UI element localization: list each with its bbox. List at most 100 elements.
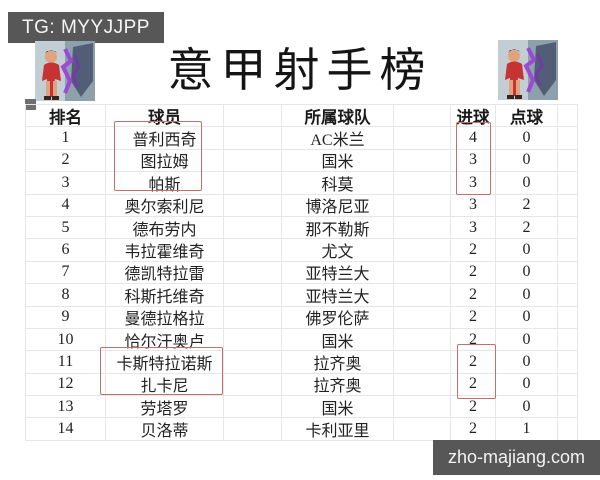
header-spacer-cell bbox=[224, 105, 282, 128]
spacer-cell bbox=[558, 373, 578, 397]
spacer-cell bbox=[224, 396, 282, 419]
penalties-cell: 0 bbox=[496, 306, 558, 329]
team-cell: 拉齐奥 bbox=[282, 351, 394, 374]
spacer-cell bbox=[394, 127, 451, 150]
spacer-cell bbox=[558, 351, 578, 374]
spacer-cell bbox=[558, 172, 578, 195]
spacer-cell bbox=[558, 127, 578, 150]
penalties-cell: 0 bbox=[496, 172, 558, 195]
spacer-cell bbox=[394, 418, 451, 441]
goals-cell: 2 bbox=[451, 373, 496, 397]
spacer-cell bbox=[394, 261, 451, 285]
spacer-cell bbox=[558, 239, 578, 262]
telegram-badge: TG: MYYJJPP bbox=[8, 12, 164, 43]
team-cell: 国米 bbox=[282, 149, 394, 173]
spacer-cell bbox=[394, 284, 451, 307]
penalties-cell: 0 bbox=[496, 373, 558, 397]
penalties-cell: 0 bbox=[496, 284, 558, 307]
spacer-cell bbox=[394, 149, 451, 173]
penalties-cell: 0 bbox=[496, 127, 558, 150]
rank-cell: 9 bbox=[26, 306, 106, 329]
basketball-players-avatar-icon bbox=[498, 40, 558, 100]
penalties-cell: 0 bbox=[496, 396, 558, 419]
watermark-badge: zho-majiang.com bbox=[433, 440, 600, 475]
spacer-cell bbox=[558, 418, 578, 441]
header-spacer-cell bbox=[394, 105, 451, 128]
penalties-cell: 0 bbox=[496, 351, 558, 374]
spacer-cell bbox=[394, 216, 451, 240]
rank-cell: 6 bbox=[26, 239, 106, 262]
header-spacer-cell bbox=[558, 105, 578, 128]
header-goals-cell: 进球 bbox=[451, 105, 496, 128]
spacer-cell bbox=[558, 396, 578, 419]
rank-cell: 11 bbox=[26, 351, 106, 374]
spacer-cell bbox=[394, 328, 451, 352]
penalties-cell: 0 bbox=[496, 328, 558, 352]
team-cell: 佛罗伦萨 bbox=[282, 306, 394, 329]
goals-cell: 2 bbox=[451, 284, 496, 307]
team-cell: 国米 bbox=[282, 328, 394, 352]
team-cell: 亚特兰大 bbox=[282, 284, 394, 307]
spacer-cell bbox=[224, 127, 282, 150]
spacer-cell bbox=[394, 396, 451, 419]
rank-cell: 4 bbox=[26, 194, 106, 217]
team-cell: 拉齐奥 bbox=[282, 373, 394, 397]
spacer-cell bbox=[224, 239, 282, 262]
player-cell: 帕斯 bbox=[106, 172, 224, 195]
rank-cell: 12 bbox=[26, 373, 106, 397]
goals-cell: 3 bbox=[451, 216, 496, 240]
goals-cell: 2 bbox=[451, 351, 496, 374]
spacer-cell bbox=[224, 418, 282, 441]
team-cell: 博洛尼亚 bbox=[282, 194, 394, 217]
player-cell: 奥尔索利尼 bbox=[106, 194, 224, 217]
spacer-cell bbox=[558, 284, 578, 307]
basketball-players-avatar-icon bbox=[35, 41, 95, 101]
spacer-cell bbox=[394, 373, 451, 397]
rank-cell: 14 bbox=[26, 418, 106, 441]
player-cell: 扎卡尼 bbox=[106, 373, 224, 397]
player-cell: 科斯托维奇 bbox=[106, 284, 224, 307]
spacer-cell bbox=[224, 306, 282, 329]
team-cell: 亚特兰大 bbox=[282, 261, 394, 285]
header-team-cell: 所属球队 bbox=[282, 105, 394, 128]
header-penalties-cell: 点球 bbox=[496, 105, 558, 128]
rank-cell: 10 bbox=[26, 328, 106, 352]
penalties-cell: 2 bbox=[496, 216, 558, 240]
team-cell: 科莫 bbox=[282, 172, 394, 195]
spacer-cell bbox=[224, 261, 282, 285]
goals-cell: 2 bbox=[451, 418, 496, 441]
spacer-cell bbox=[394, 351, 451, 374]
penalties-cell: 1 bbox=[496, 418, 558, 441]
spacer-cell bbox=[558, 149, 578, 173]
goals-cell: 4 bbox=[451, 127, 496, 150]
player-cell: 卡斯特拉诺斯 bbox=[106, 351, 224, 374]
goals-cell: 3 bbox=[451, 194, 496, 217]
goals-cell: 3 bbox=[451, 172, 496, 195]
player-cell: 韦拉霍维奇 bbox=[106, 239, 224, 262]
spacer-cell bbox=[224, 216, 282, 240]
spacer-cell bbox=[394, 194, 451, 217]
scorer-table: 排名 球员 所属球队 进球 点球 1 普利西奇 AC米兰 4 0 2 图拉姆 国米 3 0 3 帕斯 科莫 3 0 4 奥… bbox=[25, 104, 578, 441]
goals-cell: 2 bbox=[451, 306, 496, 329]
rank-cell: 2 bbox=[26, 149, 106, 173]
rank-cell: 7 bbox=[26, 261, 106, 285]
page-title: 意甲射手榜 bbox=[167, 45, 433, 96]
header-rank-cell: 排名 bbox=[26, 105, 106, 128]
goals-cell: 3 bbox=[451, 149, 496, 173]
spacer-cell bbox=[558, 194, 578, 217]
spacer-cell bbox=[558, 306, 578, 329]
spacer-cell bbox=[224, 149, 282, 173]
rank-cell: 1 bbox=[26, 127, 106, 150]
player-cell: 恰尔汗奥卢 bbox=[106, 328, 224, 352]
player-cell: 普利西奇 bbox=[106, 127, 224, 150]
rank-cell: 3 bbox=[26, 172, 106, 195]
spacer-cell bbox=[394, 239, 451, 262]
team-cell: 卡利亚里 bbox=[282, 418, 394, 441]
goals-cell: 2 bbox=[451, 328, 496, 352]
team-cell: 尤文 bbox=[282, 239, 394, 262]
spacer-cell bbox=[224, 194, 282, 217]
penalties-cell: 2 bbox=[496, 194, 558, 217]
penalties-cell: 0 bbox=[496, 149, 558, 173]
team-cell: AC米兰 bbox=[282, 127, 394, 150]
goals-cell: 2 bbox=[451, 396, 496, 419]
